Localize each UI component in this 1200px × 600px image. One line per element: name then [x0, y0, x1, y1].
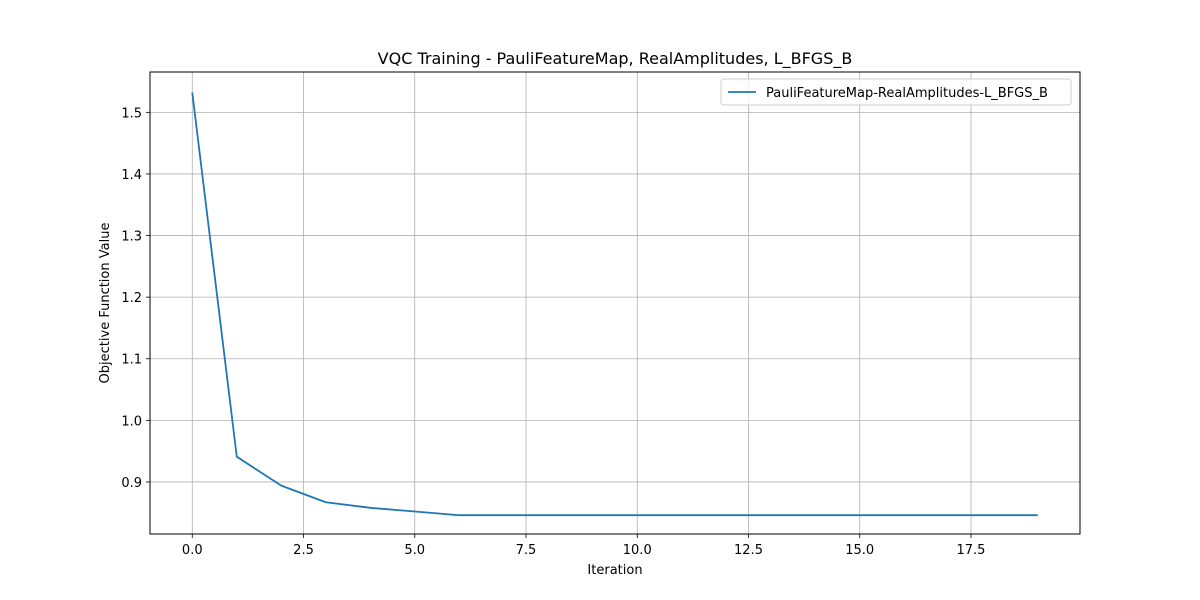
x-axis-label: Iteration — [587, 563, 642, 578]
x-tick-label: 10.0 — [623, 543, 652, 558]
x-tick-label: 5.0 — [404, 543, 425, 558]
legend: PauliFeatureMap-RealAmplitudes-L_BFGS_B — [720, 78, 1072, 106]
x-tick-label: 15.0 — [845, 543, 874, 558]
y-tick-label: 1.0 — [121, 414, 142, 429]
x-axis: 0.0 2.5 5.0 7.5 10.0 12.5 15.0 17.5 — [182, 534, 986, 558]
y-axis-label: Objective Function Value — [98, 223, 113, 384]
grid — [150, 72, 1080, 534]
legend-box — [720, 78, 1072, 106]
series-layer — [191, 92, 1038, 517]
x-tick-label: 0.0 — [182, 543, 203, 558]
y-tick-label: 1.1 — [121, 353, 142, 368]
y-axis: 0.9 1.0 1.1 1.2 1.3 1.4 1.5 — [121, 106, 150, 491]
y-tick-label: 1.3 — [121, 230, 142, 245]
x-tick-label: 12.5 — [734, 543, 763, 558]
legend-label: PauliFeatureMap-RealAmplitudes-L_BFGS_B — [766, 86, 1048, 101]
x-tick-label: 7.5 — [516, 543, 537, 558]
chart-title: VQC Training - PauliFeatureMap, RealAmpl… — [378, 49, 853, 69]
y-tick-label: 0.9 — [121, 476, 142, 491]
x-tick-label: 2.5 — [293, 543, 314, 558]
y-tick-label: 1.5 — [121, 106, 142, 121]
plot-frame — [149, 71, 1081, 535]
series-line — [191, 92, 1038, 517]
x-tick-label: 17.5 — [957, 543, 986, 558]
y-tick-label: 1.2 — [121, 291, 142, 306]
y-tick-label: 1.4 — [121, 168, 142, 183]
